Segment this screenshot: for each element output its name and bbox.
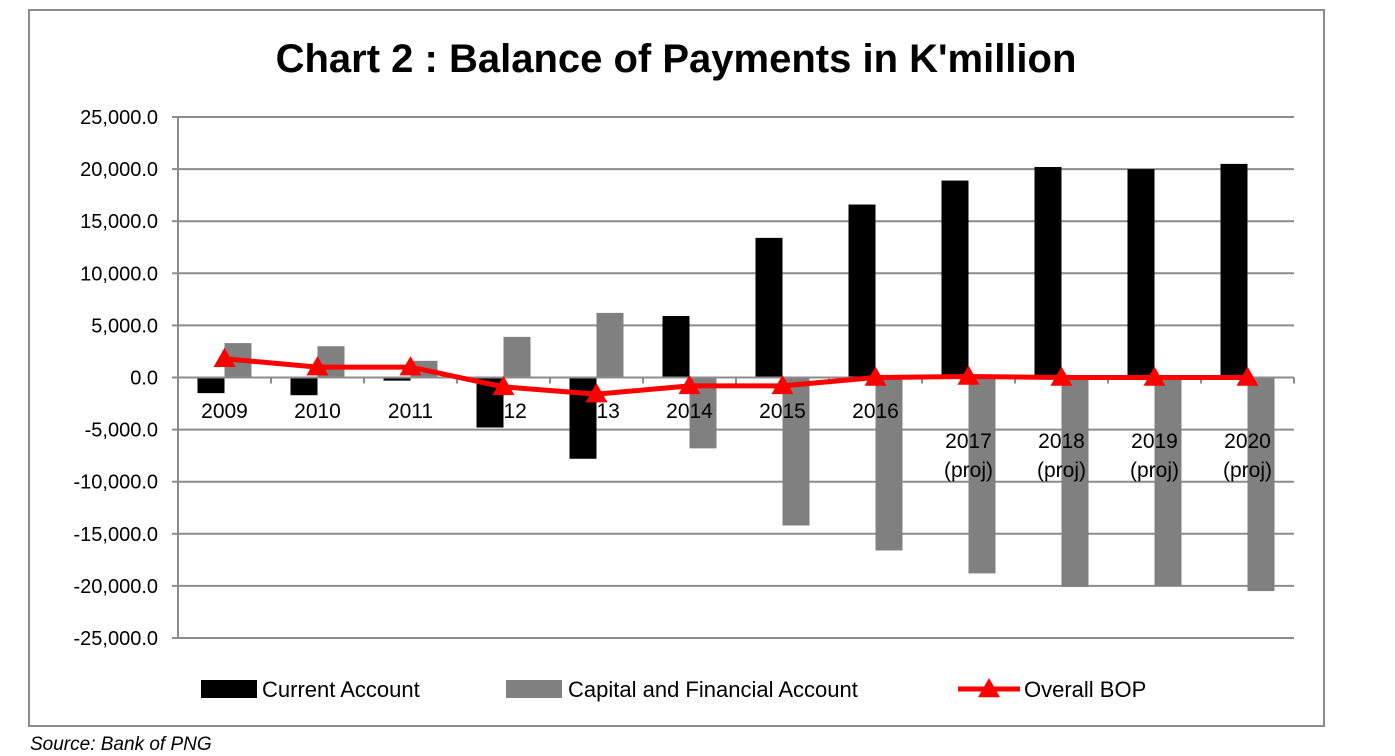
overall-bop-marker: [1236, 366, 1259, 386]
x-tick-label: 2013: [573, 400, 620, 423]
y-tick-label: -10,000.0: [73, 472, 158, 494]
overall-bop-marker: [306, 356, 329, 376]
current-account-bar: [383, 377, 411, 381]
legend-label: Overall BOP: [1024, 677, 1146, 702]
overall-bop-marker: [771, 374, 794, 395]
x-tick-label: 2015: [759, 400, 806, 423]
y-tick-label: -20,000.0: [73, 576, 158, 598]
x-tick-label: 2016: [852, 400, 899, 423]
y-tick-label: -5,000.0: [85, 420, 158, 442]
y-tick-label: 5,000.0: [91, 315, 158, 337]
x-tick-label: 2011: [388, 400, 433, 423]
legend-label: Current Account: [262, 677, 420, 702]
x-tick-label: (proj): [1130, 459, 1179, 482]
legend-label: Capital and Financial Account: [568, 677, 858, 702]
current-account-bar: [662, 316, 690, 378]
capital-financial-bar: [596, 312, 624, 378]
current-account-bar: [1220, 163, 1248, 378]
overall-bop-marker: [585, 383, 608, 403]
x-tick-label: 2020: [1224, 430, 1271, 453]
y-tick-label: 15,000.0: [80, 211, 158, 233]
x-tick-label: 2012: [480, 400, 527, 423]
x-tick-label: (proj): [1037, 459, 1086, 482]
x-tick-label: 2019: [1131, 430, 1178, 453]
x-tick-label: 2010: [294, 400, 341, 423]
capital-financial-bar: [1061, 377, 1089, 587]
current-account-bar: [290, 377, 318, 396]
legend-swatch: [201, 680, 257, 698]
capital-financial-bar: [875, 377, 903, 551]
current-account-bar: [197, 377, 225, 394]
chart-title: Chart 2 : Balance of Payments in K'milli…: [276, 37, 1077, 81]
y-tick-label: -25,000.0: [73, 628, 158, 650]
source-note: Source: Bank of PNG: [30, 734, 212, 755]
y-tick-label: 20,000.0: [80, 159, 158, 181]
overall-bop-marker: [957, 365, 980, 385]
legend-swatch: [506, 680, 562, 698]
overall-bop-marker: [678, 374, 701, 395]
current-account-bar: [941, 180, 969, 378]
capital-financial-bar: [968, 377, 996, 574]
current-account-bar: [1034, 167, 1062, 378]
x-tick-label: 2014: [666, 400, 713, 423]
overall-bop-marker: [864, 366, 887, 386]
x-tick-label: 2018: [1038, 430, 1085, 453]
capital-financial-bar: [1154, 377, 1182, 586]
capital-financial-bar: [1247, 377, 1275, 592]
y-tick-label: 10,000.0: [80, 263, 158, 285]
legend-marker: [978, 678, 1000, 698]
current-account-bar: [755, 237, 783, 378]
current-account-bar: [1127, 169, 1155, 378]
overall-bop-line: [224, 356, 1248, 397]
overall-bop-marker: [492, 375, 515, 396]
x-tick-label: 2017: [945, 430, 992, 453]
current-account-bar: [848, 204, 876, 378]
x-tick-label: (proj): [1223, 459, 1272, 482]
x-tick-label: 2009: [201, 400, 248, 423]
capital-financial-bar: [782, 377, 810, 526]
x-tick-label: (proj): [944, 459, 993, 482]
chart-frame: [28, 9, 1325, 727]
overall-bop-marker: [399, 356, 422, 376]
y-tick-label: -15,000.0: [73, 524, 158, 546]
overall-bop-marker: [1143, 366, 1166, 386]
y-tick-label: 25,000.0: [80, 107, 158, 129]
overall-bop-marker: [213, 347, 236, 367]
overall-bop-marker: [1050, 366, 1073, 386]
capital-financial-bar: [503, 336, 531, 378]
y-tick-label: 0.0: [130, 368, 158, 390]
